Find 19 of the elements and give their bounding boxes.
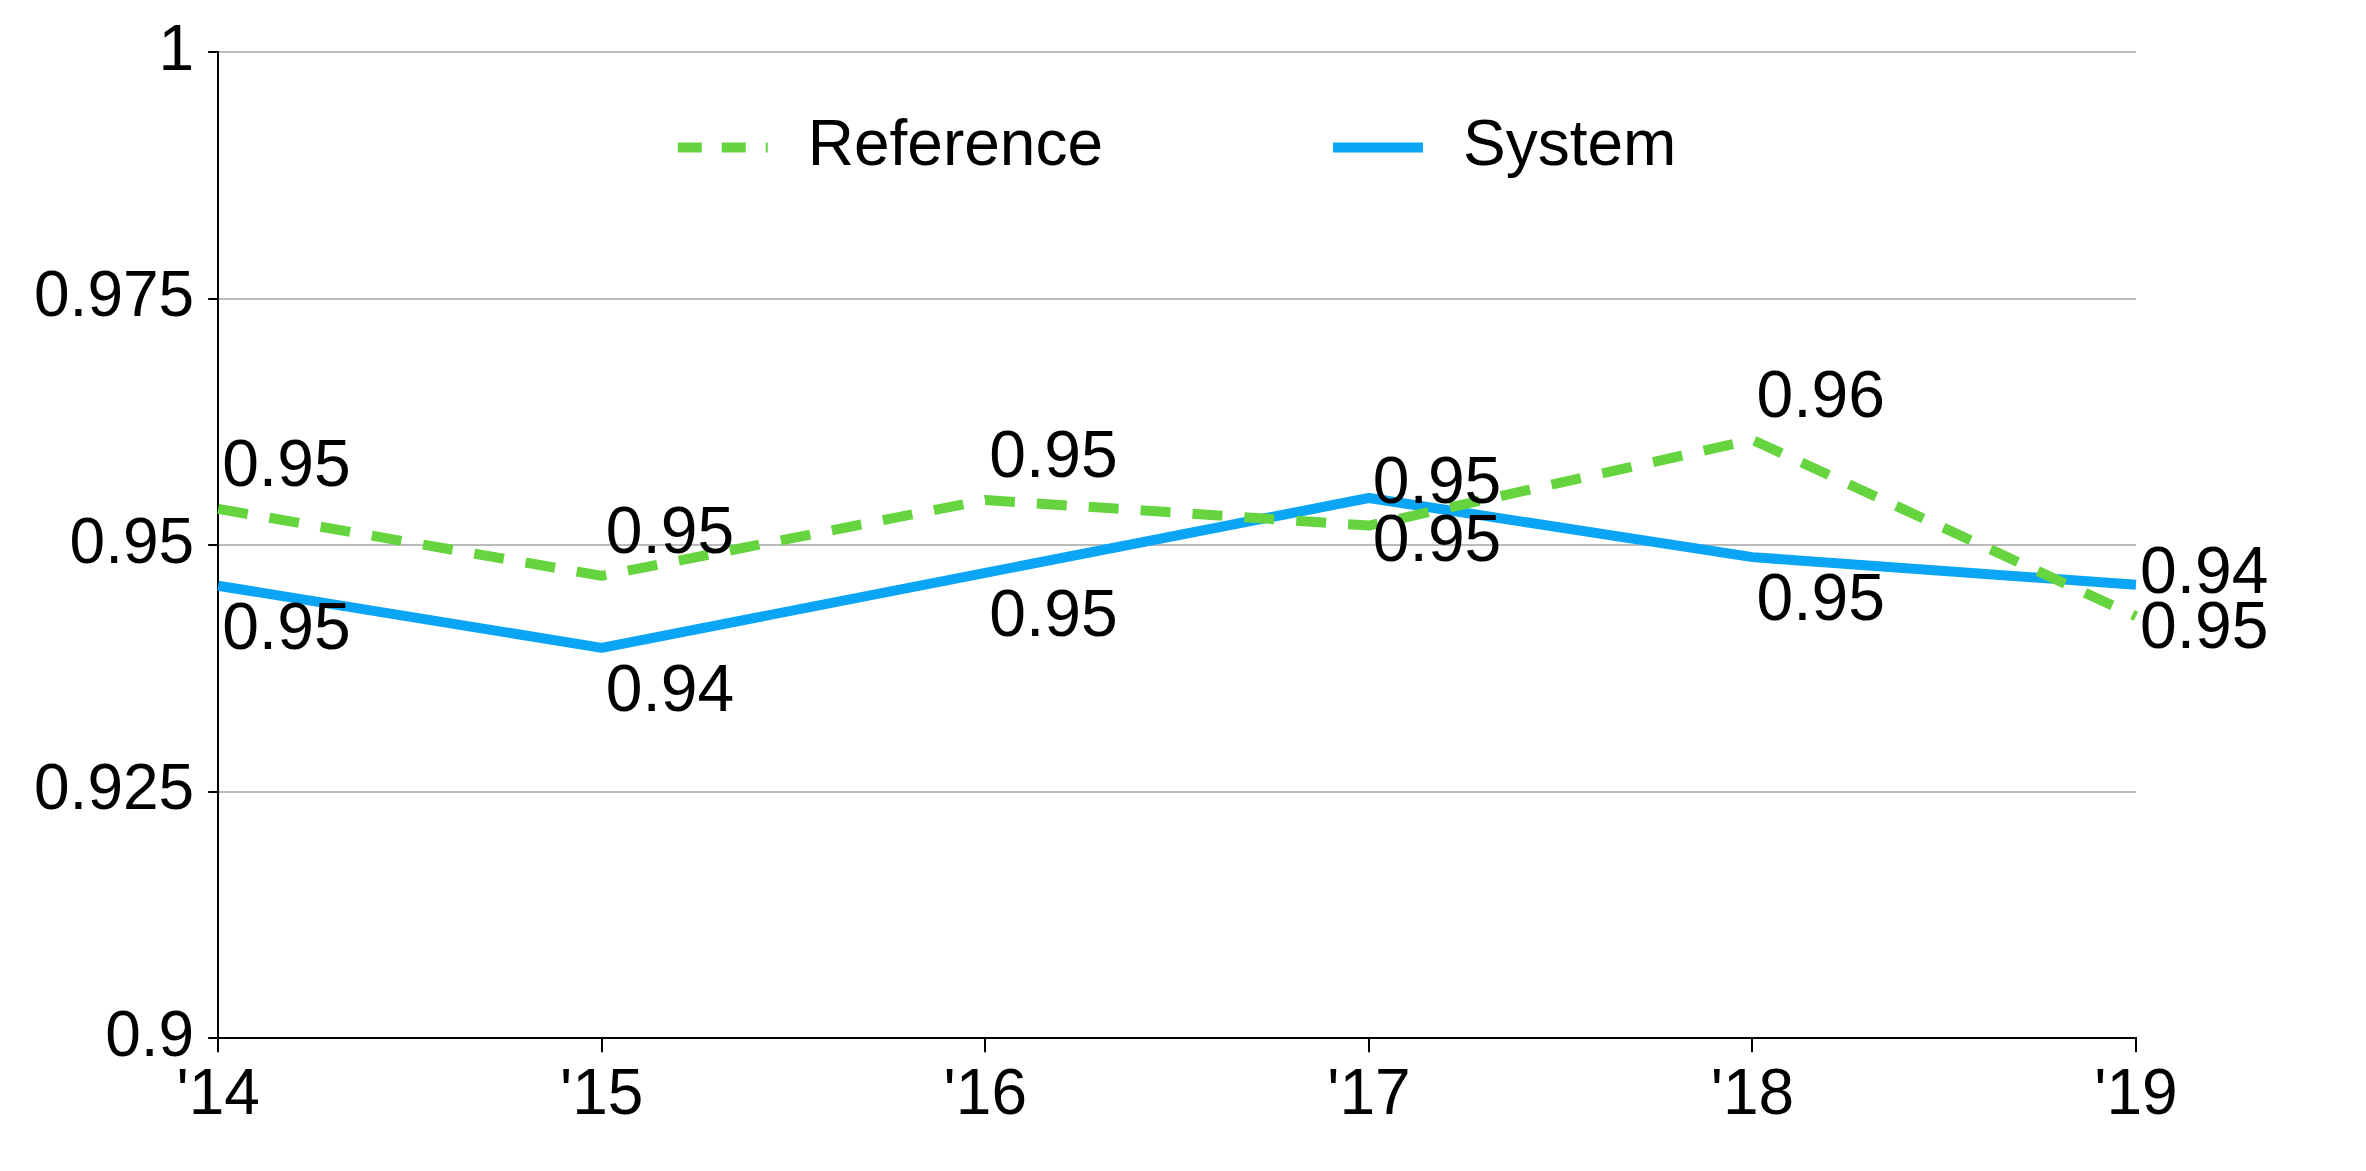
data-label: 0.94: [605, 651, 735, 726]
y-tick-label: 0.95: [69, 504, 195, 577]
y-tick-label: 0.975: [34, 258, 195, 331]
data-label: 0.96: [1756, 357, 1885, 432]
x-tick-label: '19: [2094, 1056, 2178, 1129]
y-tick-label: 0.925: [34, 751, 195, 824]
data-label: 0.95: [989, 417, 1118, 492]
x-tick-label: '17: [1327, 1056, 1411, 1129]
data-label: 0.95: [222, 588, 351, 663]
data-label: 0.95: [222, 426, 351, 501]
x-tick-label: '15: [560, 1056, 644, 1129]
x-tick-label: '16: [943, 1056, 1027, 1129]
data-label: 0.95: [989, 576, 1118, 651]
data-label: 0.95: [605, 493, 735, 568]
x-tick-label: '18: [1710, 1056, 1795, 1129]
y-tick-label: 1: [158, 12, 195, 85]
legend-label: System: [1463, 107, 1677, 180]
legend-label: Reference: [807, 107, 1104, 180]
data-label: 0.95: [1756, 560, 1885, 635]
